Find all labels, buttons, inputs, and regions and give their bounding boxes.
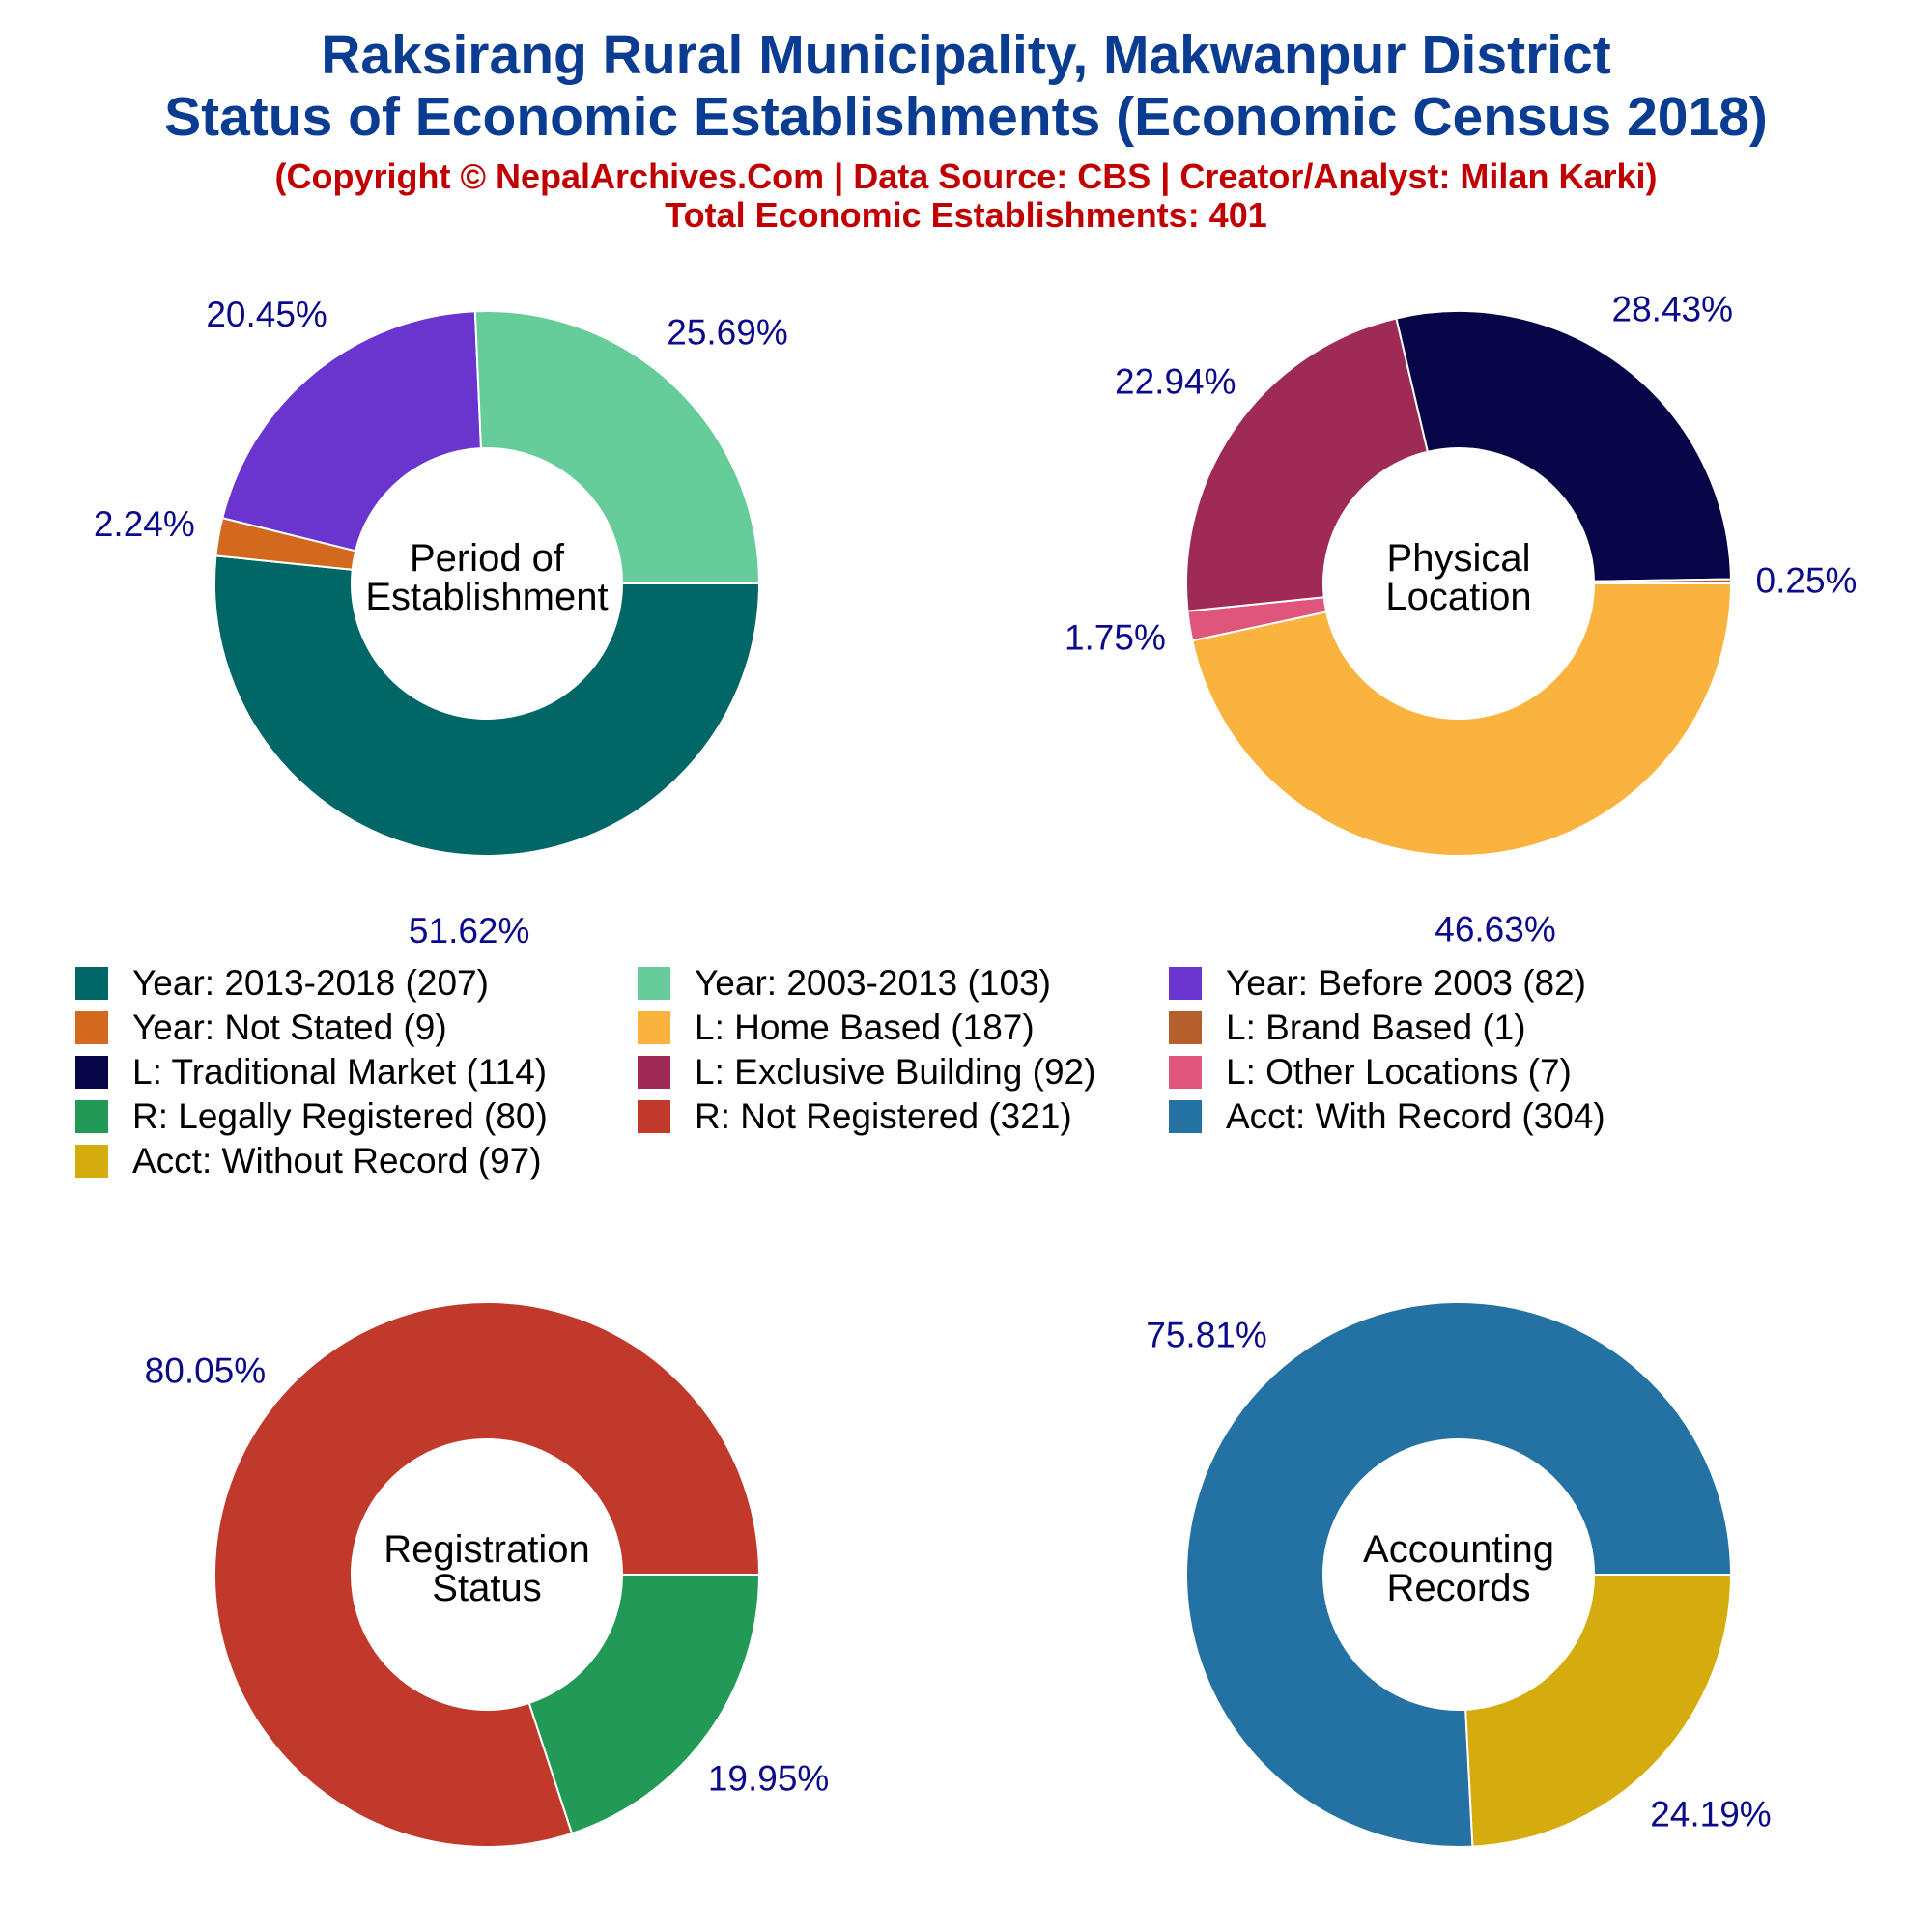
slice-percent-label: 25.69% <box>667 313 788 353</box>
donut-slice <box>221 310 483 553</box>
slice-percent-label: 51.62% <box>409 911 530 951</box>
donut-center-label: Status <box>432 1567 541 1609</box>
legend-label: Year: Before 2003 (82) <box>1226 963 1586 1003</box>
legend-label: L: Other Locations (7) <box>1226 1052 1572 1092</box>
legend-swatch <box>638 967 670 1000</box>
legend-swatch <box>1169 1056 1202 1089</box>
legend-item: Acct: Without Record (97) <box>75 1140 542 1182</box>
donut-center-label: Records <box>1387 1567 1531 1609</box>
legend-swatch <box>75 1056 108 1089</box>
legend-swatch <box>638 1056 670 1089</box>
legend-item: Acct: With Record (304) <box>1169 1095 1605 1138</box>
chart-title-line2: Status of Economic Establishments (Econo… <box>164 86 1768 148</box>
donut-center-label: Physical <box>1387 537 1531 580</box>
donut-slice <box>1592 578 1733 584</box>
donut-center-label: Location <box>1385 576 1531 618</box>
legend-item: R: Legally Registered (80) <box>75 1095 548 1138</box>
legend-swatch <box>75 1145 108 1178</box>
donut-center-label: Period of <box>410 537 565 580</box>
legend-swatch <box>638 1011 670 1044</box>
copyright-notice: (Copyright © NepalArchives.Com | Data So… <box>274 156 1658 196</box>
donut-chart-2: 46.63% 1.75% 22.94% 28.43% 0.25% PhysicalLoca… <box>1065 290 1858 950</box>
slice-percent-label: 20.45% <box>206 295 327 334</box>
legend-item: L: Traditional Market (114) <box>75 1051 547 1094</box>
legend-swatch <box>1169 1011 1202 1044</box>
legend-item: Year: Not Stated (9) <box>75 1007 447 1049</box>
slice-percent-label: 2.24% <box>94 504 195 544</box>
chart-title-line1: Raksirang Rural Municipality, Makwanpur … <box>321 24 1611 86</box>
slice-percent-label: 28.43% <box>1612 290 1734 329</box>
legend-label: L: Traditional Market (114) <box>132 1052 548 1092</box>
slice-percent-label: 0.25% <box>1756 561 1858 601</box>
slice-percent-label: 46.63% <box>1435 909 1556 949</box>
legend-label: Year: Not Stated (9) <box>132 1008 447 1047</box>
legend-item: L: Other Locations (7) <box>1169 1051 1572 1094</box>
slice-percent-label: 22.94% <box>1115 362 1236 402</box>
donut-slice <box>1464 1574 1733 1848</box>
legend-swatch <box>75 1100 108 1133</box>
donut-slice <box>527 1574 761 1835</box>
legend-item: L: Brand Based (1) <box>1169 1007 1526 1049</box>
legend-item: L: Exclusive Building (92) <box>638 1051 1095 1094</box>
slice-percent-label: 75.81% <box>1146 1316 1267 1355</box>
donut-slice <box>1191 582 1733 857</box>
legend-item: L: Home Based (187) <box>638 1007 1035 1049</box>
legend-label: Year: 2003-2013 (103) <box>695 963 1051 1003</box>
legend-label: L: Home Based (187) <box>695 1008 1035 1047</box>
legend-item: R: Not Registered (321) <box>638 1095 1072 1138</box>
legend-swatch <box>638 1100 670 1133</box>
legend-label: L: Exclusive Building (92) <box>695 1052 1096 1092</box>
legend-swatch <box>75 1011 108 1044</box>
donut-slice <box>213 554 761 857</box>
legend-swatch <box>75 967 108 1000</box>
legend-swatch <box>1169 1100 1202 1133</box>
donut-center-label: Accounting <box>1363 1528 1554 1571</box>
legend-swatch <box>1169 967 1202 1000</box>
legend-label: Acct: Without Record (97) <box>132 1141 542 1180</box>
donut-slice <box>473 310 761 584</box>
donut-slice <box>213 1301 761 1848</box>
donut-chart-1: 51.62% 2.24% 20.45% 25.69% Period ofEstablis… <box>94 295 788 951</box>
legend-label: Year: 2013-2018 (207) <box>132 963 489 1003</box>
legend-label: Acct: With Record (304) <box>1226 1096 1605 1136</box>
legend-item: Year: 2013-2018 (207) <box>75 962 489 1005</box>
total-establishments: Total Economic Establishments: 401 <box>665 195 1267 235</box>
slice-percent-label: 1.75% <box>1065 618 1166 658</box>
slice-percent-label: 19.95% <box>708 1759 830 1799</box>
legend-item: Year: 2003-2013 (103) <box>638 962 1051 1005</box>
slice-percent-label: 24.19% <box>1650 1794 1772 1833</box>
donut-slice <box>1185 1301 1733 1848</box>
donut-center-label: Establishment <box>365 576 608 618</box>
legend-item: Year: Before 2003 (82) <box>1169 962 1586 1005</box>
slice-percent-label: 80.05% <box>145 1350 267 1390</box>
legend-label: R: Legally Registered (80) <box>132 1096 548 1136</box>
legend-label: L: Brand Based (1) <box>1226 1008 1526 1047</box>
donut-slice <box>1185 317 1430 612</box>
donut-slice <box>1395 310 1732 582</box>
donut-center-label: Registration <box>384 1528 589 1571</box>
legend-label: R: Not Registered (321) <box>695 1096 1072 1136</box>
